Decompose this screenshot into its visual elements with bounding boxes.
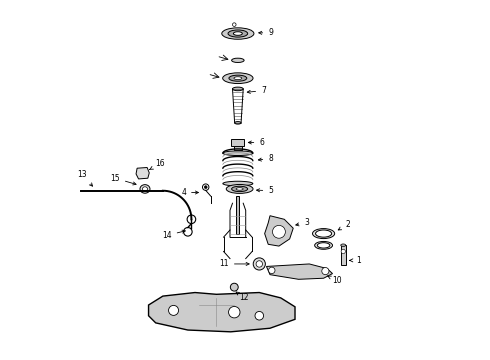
Ellipse shape [316, 230, 332, 237]
Text: 10: 10 [327, 276, 342, 285]
Ellipse shape [233, 32, 243, 35]
Text: 4: 4 [181, 188, 198, 197]
Circle shape [169, 305, 178, 315]
Circle shape [204, 186, 207, 189]
Circle shape [228, 306, 240, 318]
Ellipse shape [232, 58, 244, 63]
Circle shape [272, 225, 285, 238]
Circle shape [184, 228, 192, 236]
Ellipse shape [313, 229, 335, 239]
Circle shape [255, 311, 264, 320]
Circle shape [341, 249, 345, 253]
Ellipse shape [236, 188, 243, 190]
Circle shape [230, 283, 238, 291]
Text: 9: 9 [259, 28, 273, 37]
Ellipse shape [341, 244, 346, 247]
Text: 16: 16 [149, 159, 165, 170]
Text: 13: 13 [77, 170, 93, 186]
Text: 1: 1 [350, 256, 361, 265]
Ellipse shape [223, 151, 253, 156]
Ellipse shape [222, 73, 253, 84]
Text: 8: 8 [258, 154, 273, 163]
Bar [237, 196, 239, 234]
Polygon shape [265, 216, 293, 246]
Bar [231, 139, 245, 146]
Ellipse shape [235, 122, 241, 124]
Ellipse shape [318, 243, 330, 248]
Ellipse shape [234, 77, 242, 80]
Circle shape [269, 267, 275, 274]
Ellipse shape [232, 186, 247, 192]
Circle shape [202, 184, 209, 190]
Circle shape [232, 23, 236, 26]
Circle shape [253, 258, 266, 270]
Circle shape [256, 261, 263, 267]
Text: 15: 15 [110, 174, 136, 185]
Text: 6: 6 [248, 138, 264, 147]
Ellipse shape [140, 185, 150, 193]
Polygon shape [136, 167, 149, 179]
Polygon shape [148, 293, 295, 332]
Polygon shape [267, 264, 333, 279]
Text: 5: 5 [257, 186, 273, 195]
Ellipse shape [226, 184, 253, 193]
Ellipse shape [232, 87, 243, 91]
Bar [341, 245, 346, 265]
Text: 12: 12 [236, 292, 249, 302]
Text: 7: 7 [247, 86, 266, 95]
Bar [234, 146, 242, 150]
Text: 14: 14 [162, 230, 185, 240]
Ellipse shape [222, 28, 254, 39]
Ellipse shape [143, 187, 147, 191]
Ellipse shape [228, 30, 247, 37]
Ellipse shape [229, 75, 247, 81]
Text: 3: 3 [296, 219, 309, 228]
Ellipse shape [223, 181, 253, 186]
Circle shape [322, 267, 329, 275]
Text: 11: 11 [220, 260, 249, 269]
Circle shape [187, 215, 196, 224]
Text: 2: 2 [338, 220, 350, 230]
Ellipse shape [315, 242, 333, 249]
